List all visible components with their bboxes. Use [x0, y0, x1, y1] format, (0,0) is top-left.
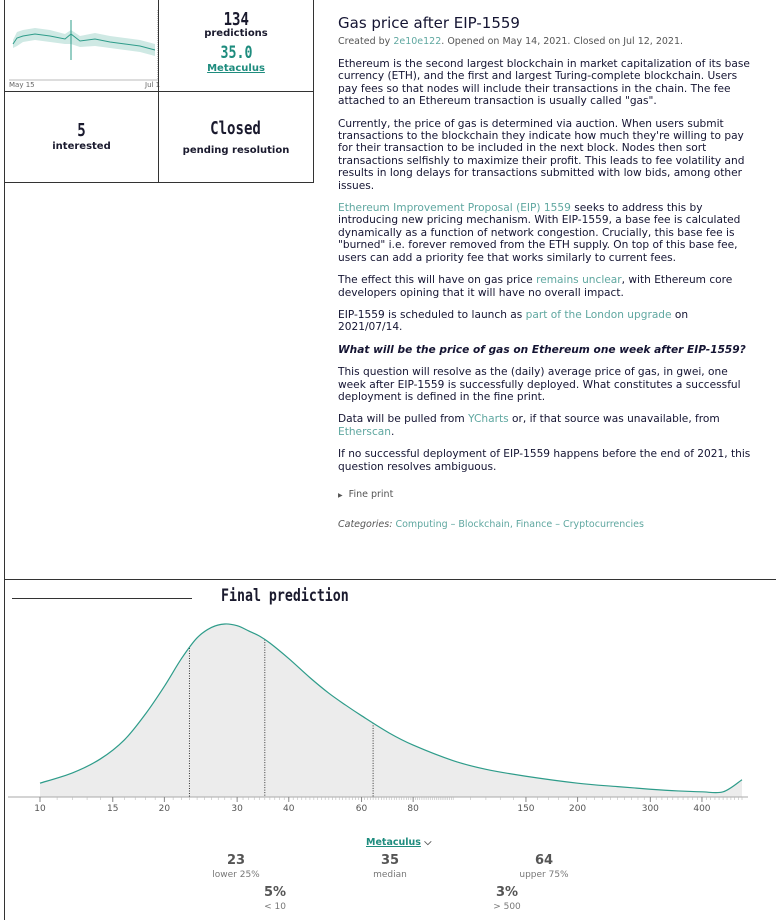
- lower-quartile-label: lower 25%: [212, 870, 260, 880]
- predictions-label: predictions: [204, 28, 268, 39]
- below-range-value: 5%: [263, 885, 287, 900]
- upper-quartile-label: upper 75%: [519, 870, 569, 880]
- community-value: 35.0: [220, 43, 252, 63]
- predictions-panel: 134 predictions 35.0 Metaculus: [158, 0, 314, 92]
- section-divider: [4, 579, 776, 580]
- tick-label: 10: [34, 804, 46, 814]
- tick-label: 300: [642, 804, 659, 814]
- median-label: median: [373, 870, 407, 880]
- question-content: Gas price after EIP-1559 Created by 2e10…: [338, 14, 752, 530]
- question-body: Ethereum is the second largest blockchai…: [338, 58, 752, 473]
- community-link[interactable]: Metaculus: [207, 63, 265, 74]
- paragraph: This question will resolve as the (daily…: [338, 366, 741, 403]
- unclear-link[interactable]: remains unclear: [536, 274, 622, 287]
- fine-print-toggle[interactable]: ▶ Fine print: [338, 488, 394, 500]
- status-text: Closed: [210, 118, 262, 139]
- density-curve: [39, 623, 743, 794]
- tick-label: 200: [569, 804, 586, 814]
- below-range-label: < 10: [264, 902, 286, 912]
- paragraph: Currently, the price of gas is determine…: [338, 117, 745, 192]
- triangle-right-icon: ▶: [338, 491, 343, 499]
- question-meta: Created by 2e10e122. Opened on May 14, 2…: [338, 36, 684, 47]
- status-panel: Closed pending resolution: [158, 91, 314, 183]
- lower-quartile-value: 23: [226, 853, 246, 868]
- tick-label: 20: [159, 804, 171, 814]
- chevron-down-icon: ⌵: [424, 837, 432, 848]
- left-rule: [4, 183, 5, 920]
- interested-label: interested: [52, 141, 111, 152]
- tick-label: 40: [283, 804, 295, 814]
- sparkline-start-label: May 15: [9, 81, 35, 89]
- tick-label: 80: [407, 804, 419, 814]
- interested-count: 5: [77, 120, 86, 141]
- sparkline-end-label: Jul 12: [144, 81, 160, 89]
- final-prediction-heading: Final prediction: [221, 586, 349, 606]
- question-title: Gas price after EIP-1559: [338, 14, 520, 32]
- tick-label: 15: [107, 804, 118, 814]
- paragraph: Ethereum is the second largest blockchai…: [338, 58, 750, 108]
- eip-link[interactable]: Ethereum Improvement Proposal (EIP) 1559: [338, 202, 571, 215]
- above-range-label: > 500: [493, 902, 521, 912]
- source-selector[interactable]: Metaculus ⌵: [366, 837, 431, 848]
- ycharts-link[interactable]: YCharts: [468, 413, 509, 426]
- london-link[interactable]: part of the London upgrade: [525, 308, 672, 321]
- paragraph: EIP-1559 is scheduled to launch as part …: [338, 308, 689, 334]
- sparkline-panel: May 15 Jul 12: [4, 0, 165, 92]
- etherscan-link[interactable]: Etherscan: [338, 425, 391, 438]
- interested-panel: 5 interested: [4, 91, 159, 183]
- median-value: 35: [380, 853, 400, 868]
- sparkline-chart: May 15 Jul 12: [9, 10, 165, 89]
- categories-link[interactable]: Computing – Blockchain, Finance – Crypto…: [395, 518, 644, 530]
- tick-label: 60: [356, 804, 368, 814]
- author-link[interactable]: 2e10e122: [393, 36, 442, 47]
- tick-label: 400: [693, 804, 710, 814]
- question-statement: What will be the price of gas on Ethereu…: [338, 343, 746, 356]
- tick-label: 150: [517, 804, 534, 814]
- upper-quartile-value: 64: [534, 853, 554, 868]
- paragraph: Data will be pulled from YCharts or, if …: [338, 413, 720, 438]
- source-label: Metaculus: [366, 837, 421, 848]
- tick-label: 30: [231, 804, 243, 814]
- heading-rule: [12, 598, 192, 599]
- paragraph: Ethereum Improvement Proposal (EIP) 1559…: [338, 202, 741, 264]
- status-subtext: pending resolution: [182, 145, 290, 156]
- above-range-value: 3%: [495, 885, 519, 900]
- categories: Categories: Computing – Blockchain, Fina…: [338, 518, 644, 530]
- paragraph: The effect this will have on gas price r…: [338, 274, 733, 299]
- predictions-count: 134: [223, 9, 249, 30]
- distribution-chart: 10 15 20 30 40 60 80 150 200 300 400: [8, 623, 748, 814]
- paragraph: If no successful deployment of EIP-1559 …: [338, 448, 751, 473]
- density-area: [40, 623, 742, 797]
